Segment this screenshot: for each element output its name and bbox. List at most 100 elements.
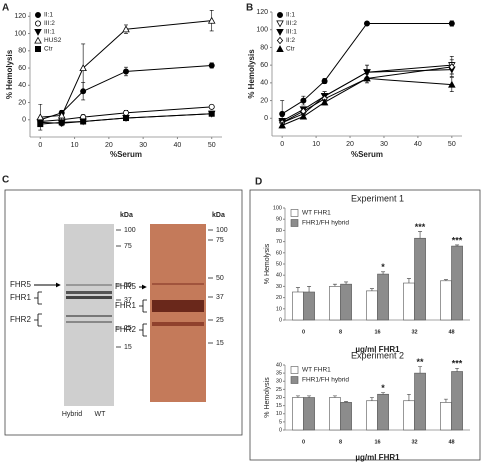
point <box>278 121 286 129</box>
y-tick-label: 80 <box>276 228 282 234</box>
legend-swatch <box>290 366 299 374</box>
marker-label: 25 <box>124 325 132 332</box>
legend-marker <box>276 11 283 18</box>
x-tick-label: 16 <box>374 439 380 445</box>
y-tick-label: 120 <box>14 13 26 20</box>
x-tick-label: 30 <box>380 141 388 148</box>
bar <box>329 286 341 321</box>
bar <box>303 397 315 431</box>
y-tick-label: 100 <box>256 27 268 34</box>
bar <box>340 402 352 431</box>
y-tick-label: 60 <box>18 65 26 72</box>
marker-label: 100 <box>124 227 136 234</box>
y-tick-label: 70 <box>276 239 282 245</box>
y-tick-label: 60 <box>260 62 268 69</box>
error-bar <box>418 231 423 239</box>
error-bar <box>418 366 423 374</box>
point <box>79 64 87 72</box>
marker-label: 50 <box>124 282 132 289</box>
bar <box>440 402 452 431</box>
lane-label: WT <box>95 411 107 418</box>
y-tick-label: 80 <box>260 44 268 51</box>
y-tick-label: 90 <box>276 217 282 223</box>
significance: * <box>381 262 385 272</box>
error-bar <box>455 244 460 247</box>
x-tick-label: 0 <box>38 142 42 149</box>
bar <box>366 400 378 431</box>
band-label: FHR1 <box>115 301 136 310</box>
panel-label: D <box>255 177 262 188</box>
bar <box>366 290 378 321</box>
panel-d-frame <box>249 189 481 461</box>
point <box>363 74 371 82</box>
band-label: FHR5 <box>10 280 31 289</box>
point <box>208 62 215 69</box>
point <box>363 20 370 27</box>
x-axis-label: %Serum <box>110 150 142 159</box>
y-tick-label: 100 <box>273 205 282 211</box>
point <box>58 119 65 126</box>
point <box>300 97 307 104</box>
legend-label: WT FHR1 <box>302 210 331 217</box>
point <box>37 121 44 128</box>
error-bar <box>369 397 374 401</box>
legend-swatch <box>290 376 299 384</box>
error-bar <box>332 395 337 398</box>
x-tick-label: 10 <box>71 142 79 149</box>
gel-band <box>66 284 112 286</box>
error-bar <box>381 271 386 275</box>
legend-marker <box>276 20 284 28</box>
bar <box>292 397 304 431</box>
y-tick-label: 40 <box>260 80 268 87</box>
y-axis-label: % Hemolysis <box>5 49 14 99</box>
y-tick-label: 35 <box>276 371 282 377</box>
gel-band <box>152 322 204 326</box>
marker-label: 75 <box>124 243 132 250</box>
y-tick-label: 40 <box>276 273 282 279</box>
x-tick-label: 8 <box>339 439 342 445</box>
x-tick-label: 8 <box>339 329 342 335</box>
y-tick-label: 40 <box>18 82 26 89</box>
error-bar <box>455 367 460 372</box>
x-tick-label: 30 <box>139 142 147 149</box>
y-tick-label: 80 <box>18 48 26 55</box>
y-tick-label: 20 <box>18 99 26 106</box>
bar <box>451 245 463 321</box>
y-axis-label: % Hemolysis <box>264 377 271 418</box>
legend-marker <box>276 45 284 52</box>
y-axis-label: % Hemolysis <box>264 243 271 284</box>
x-tick-label: 0 <box>280 141 284 148</box>
bar <box>377 393 389 431</box>
error-bar <box>406 393 411 401</box>
error-bar <box>443 398 448 403</box>
y-tick-label: 5 <box>279 419 282 425</box>
bar <box>377 273 389 321</box>
y-tick-label: 10 <box>276 306 282 312</box>
x-tick-label: 16 <box>374 329 380 335</box>
point <box>57 111 66 119</box>
legend-marker <box>35 46 42 53</box>
bar <box>414 237 426 321</box>
marker-label: 50 <box>216 275 224 282</box>
chart-title: Experiment 1 <box>351 193 404 203</box>
point <box>363 69 371 77</box>
point <box>123 109 130 116</box>
band-label: FHR2 <box>115 325 136 334</box>
y-tick-label: 0 <box>279 427 282 433</box>
legend-label: HUS2 <box>44 37 62 44</box>
band-label: FHR5 <box>115 282 136 291</box>
bar <box>403 282 415 321</box>
x-tick-label: 40 <box>174 142 182 149</box>
y-tick-label: 0 <box>22 117 26 124</box>
bar <box>440 280 452 321</box>
legend-marker <box>35 11 42 18</box>
legend-label: III:1 <box>286 29 297 36</box>
point <box>208 110 215 117</box>
band-label: FHR2 <box>10 315 31 324</box>
legend-swatch <box>290 209 299 217</box>
error-bar <box>295 287 300 292</box>
marker-label: 25 <box>216 317 224 324</box>
error-bar <box>332 283 337 287</box>
y-axis-label: % Hemolysis <box>247 49 256 99</box>
bracket <box>139 323 147 337</box>
